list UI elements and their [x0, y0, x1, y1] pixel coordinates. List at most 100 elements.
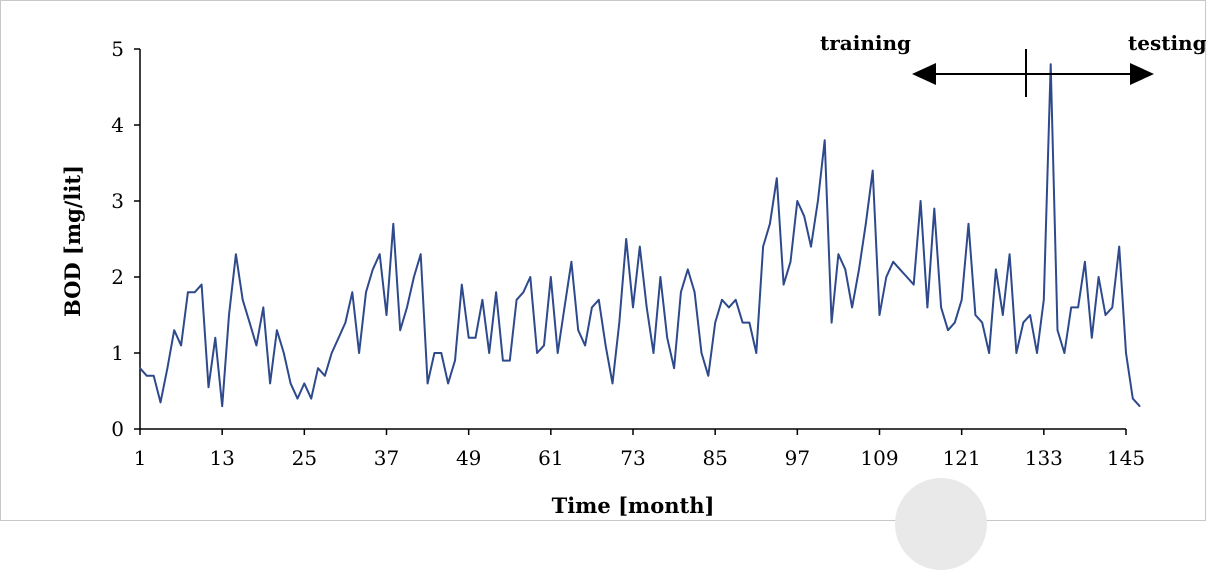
data-point-20	[269, 382, 271, 385]
data-point-23	[289, 382, 292, 385]
x-tick-label: 13	[209, 446, 234, 470]
data-point-143	[1111, 306, 1114, 309]
data-point-26	[310, 397, 313, 400]
data-point-137	[1070, 306, 1072, 309]
y-tick-label: 3	[111, 189, 124, 213]
x-tick-label: 25	[292, 446, 317, 470]
data-point-32	[351, 291, 354, 294]
data-point-58	[529, 276, 532, 278]
data-point-123	[974, 314, 977, 316]
y-tick-label: 0	[111, 417, 124, 441]
data-point-45	[440, 352, 443, 354]
data-point-121	[960, 299, 963, 301]
data-point-83	[700, 352, 703, 354]
data-point-134	[1049, 63, 1052, 65]
data-point-115	[919, 200, 922, 202]
data-point-72	[625, 238, 627, 240]
data-point-74	[639, 245, 641, 248]
data-point-25	[303, 382, 306, 385]
data-point-17	[248, 321, 251, 324]
data-point-94	[776, 177, 778, 179]
data-point-113	[906, 276, 908, 278]
data-point-103	[837, 253, 840, 255]
training-label: training	[820, 31, 911, 55]
data-point-47	[454, 359, 456, 362]
data-point-95	[782, 283, 785, 286]
data-point-99	[810, 245, 812, 248]
data-point-89	[741, 321, 744, 324]
data-point-63	[563, 306, 566, 309]
data-point-34	[365, 291, 367, 294]
y-axis-title: BOD [mg/lit]	[60, 165, 85, 317]
train-test-split-annotation: training testing	[820, 31, 1206, 97]
data-point-114	[912, 283, 915, 286]
data-point-120	[954, 321, 956, 324]
data-point-102	[830, 321, 833, 324]
data-point-139	[1084, 261, 1086, 263]
data-point-24	[296, 397, 299, 400]
data-points	[139, 63, 1141, 408]
data-point-87	[728, 306, 730, 309]
data-point-12	[214, 337, 217, 339]
data-point-138	[1077, 306, 1079, 309]
x-tick-label: 133	[1025, 446, 1063, 470]
data-point-136	[1063, 352, 1066, 354]
data-point-70	[611, 382, 614, 385]
data-point-73	[632, 306, 634, 309]
data-point-111	[892, 261, 894, 263]
data-point-67	[591, 306, 593, 309]
data-point-13	[221, 405, 223, 408]
data-point-88	[734, 299, 737, 301]
data-point-38	[392, 223, 395, 225]
watermark-circle	[895, 478, 987, 570]
data-point-105	[851, 306, 853, 309]
data-point-76	[652, 352, 655, 354]
data-point-44	[433, 352, 436, 354]
x-tick-label: 97	[785, 446, 810, 470]
data-point-135	[1056, 329, 1059, 332]
x-tick-label: 37	[374, 446, 399, 470]
data-point-18	[255, 344, 258, 347]
data-point-91	[755, 352, 758, 354]
data-point-33	[358, 352, 360, 354]
data-point-128	[1008, 253, 1011, 255]
data-point-3	[152, 375, 155, 377]
x-tick-label: 61	[538, 446, 563, 470]
data-point-106	[858, 268, 860, 271]
data-point-75	[645, 306, 648, 309]
x-tick-label: 73	[620, 446, 645, 470]
data-point-22	[283, 352, 285, 354]
data-point-10	[200, 283, 203, 286]
data-point-68	[598, 299, 600, 301]
bod-series-line	[139, 63, 1141, 408]
data-point-4	[159, 401, 162, 404]
data-point-41	[413, 276, 415, 278]
data-point-82	[693, 291, 696, 294]
data-point-126	[995, 268, 997, 271]
data-point-21	[276, 329, 278, 332]
data-point-14	[228, 314, 230, 316]
data-point-39	[399, 329, 402, 332]
data-point-79	[673, 367, 675, 370]
data-point-124	[981, 321, 983, 324]
data-point-112	[899, 268, 901, 271]
data-point-144	[1118, 245, 1120, 248]
data-point-52	[488, 352, 491, 354]
x-axis-title: Time [month]	[552, 493, 715, 518]
x-tick-label: 109	[860, 446, 898, 470]
y-tick-label: 1	[111, 341, 124, 365]
data-point-100	[817, 200, 819, 202]
data-point-107	[865, 223, 867, 225]
data-point-2	[146, 375, 148, 377]
data-point-7	[180, 344, 182, 347]
data-point-50	[474, 337, 477, 339]
data-point-71	[618, 321, 621, 324]
testing-label: testing	[1128, 31, 1206, 55]
data-point-37	[385, 314, 388, 316]
data-point-64	[570, 261, 573, 263]
data-point-29	[330, 352, 333, 354]
data-point-133	[1043, 299, 1045, 301]
arrow-left-head	[912, 63, 936, 85]
data-point-49	[467, 337, 470, 339]
data-point-127	[1002, 314, 1004, 316]
